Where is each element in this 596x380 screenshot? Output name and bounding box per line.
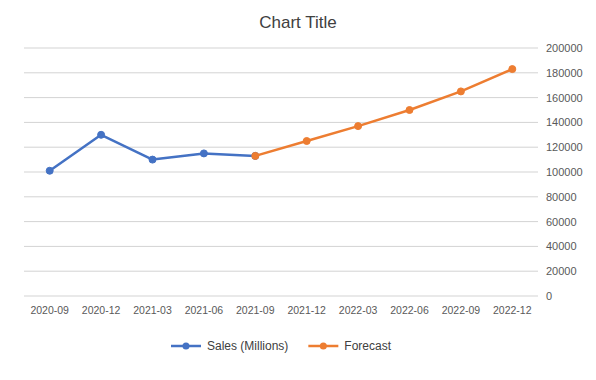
- grid-line: [24, 196, 538, 197]
- series-marker: [406, 107, 413, 114]
- grid-line: [24, 48, 538, 49]
- plot-area: [46, 66, 516, 175]
- x-tick-label: 2021-09: [236, 304, 275, 316]
- series-marker: [303, 138, 310, 145]
- title: Chart Title: [259, 13, 336, 32]
- grid-line: [24, 221, 538, 222]
- y-tick-label: 160000: [546, 92, 583, 104]
- x-tick-label: 2021-06: [185, 304, 224, 316]
- legend-swatch-marker: [320, 343, 327, 350]
- x-tick-label: 2021-12: [287, 304, 326, 316]
- series-marker: [98, 131, 105, 138]
- series-marker: [149, 156, 156, 163]
- y-tick-label: 100000: [546, 166, 583, 178]
- series-marker: [457, 88, 464, 95]
- legend-item: Forecast: [308, 339, 391, 353]
- x-tick-label: 2022-09: [442, 304, 481, 316]
- x-tick-label: 2022-06: [390, 304, 429, 316]
- y-tick-label: 0: [546, 290, 552, 302]
- legend: Sales (Millions) Forecast: [171, 339, 392, 353]
- grid-line: [24, 172, 538, 173]
- grid-line: [24, 246, 538, 247]
- y-tick-label: 40000: [546, 240, 577, 252]
- y-tick-label: 200000: [546, 42, 583, 54]
- series-line: [255, 69, 512, 156]
- series-marker: [355, 123, 362, 130]
- y-tick-label: 120000: [546, 141, 583, 153]
- chart: Chart Title 0 20000 40000 60000 80000 100000 12…: [0, 0, 596, 380]
- y-tick-label: 140000: [546, 116, 583, 128]
- series-marker: [46, 167, 53, 174]
- x-tick-label: 2020-12: [82, 304, 121, 316]
- grid-line: [24, 296, 538, 297]
- x-tick-label: 2022-12: [493, 304, 532, 316]
- legend-item: Sales (Millions): [171, 339, 288, 353]
- series-marker: [200, 150, 207, 157]
- series-line: [50, 135, 256, 171]
- grid-line: [24, 271, 538, 272]
- x-tick-label: 2021-03: [133, 304, 172, 316]
- x-tick-label: 2020-09: [30, 304, 69, 316]
- y-tick-label: 80000: [546, 191, 577, 203]
- y-tick-label: 180000: [546, 67, 583, 79]
- x-tick-label: 2022-03: [339, 304, 378, 316]
- series-marker: [252, 152, 259, 159]
- grid-line: [24, 122, 538, 123]
- legend-swatch-marker: [182, 343, 189, 350]
- grid-line: [24, 97, 538, 98]
- grid: [24, 48, 538, 296]
- y-tick-label: 60000: [546, 216, 577, 228]
- grid-line: [24, 72, 538, 73]
- legend-label: Forecast: [344, 339, 391, 353]
- y-tick-label: 20000: [546, 265, 577, 277]
- legend-label: Sales (Millions): [207, 339, 288, 353]
- series-marker: [252, 152, 259, 159]
- series-marker: [509, 66, 516, 73]
